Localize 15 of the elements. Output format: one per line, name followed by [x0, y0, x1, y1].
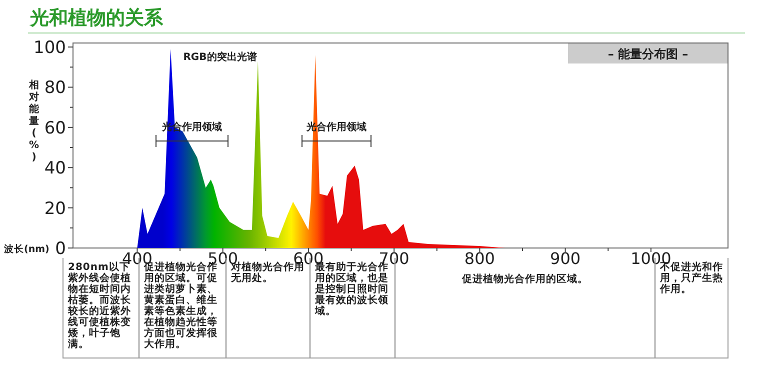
annotation: RGB的突出光谱 — [183, 51, 257, 63]
y-tick-label: 40 — [44, 158, 66, 179]
y-tick-label: 100 — [34, 38, 66, 58]
y-tick-label: 60 — [44, 118, 66, 138]
text: 促进植物光合作用的区域。 — [460, 274, 589, 285]
y-axis-title: 相对能量(%) — [28, 79, 40, 163]
y-tick-label: 20 — [44, 198, 66, 219]
x-tick-label: 900 — [550, 249, 581, 268]
x-tick-label: 800 — [464, 249, 495, 268]
chart-subtitle: – 能量分布图 – — [608, 47, 688, 61]
chart-title: 光和植物的关系 — [29, 7, 164, 29]
y-tick-label: 80 — [44, 78, 66, 98]
x-axis-title: 波长(nm) — [3, 243, 50, 255]
y-tick-label: 0 — [55, 239, 66, 259]
text: 280nm以下紫外线会使植物在短时间内枯萎。而波长较长的近紫外线可使植株变矮，叶子饱满。 — [68, 262, 131, 350]
